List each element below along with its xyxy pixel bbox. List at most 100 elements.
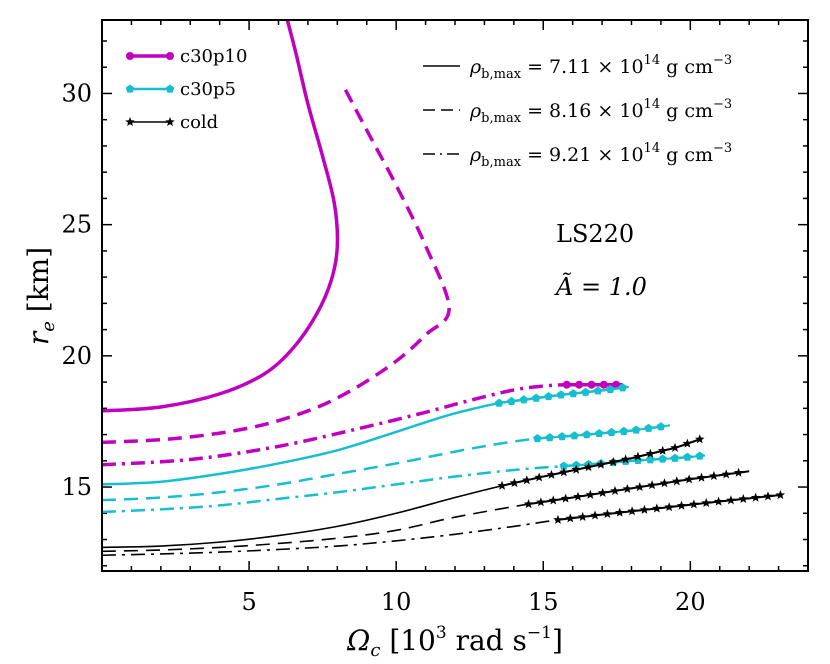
data-point <box>582 430 592 439</box>
series-c30p5-7-11 <box>102 383 629 486</box>
data-point <box>639 504 650 514</box>
y-tick-label: 20 <box>61 342 92 370</box>
data-point <box>593 386 603 395</box>
data-point <box>559 461 569 470</box>
data-point <box>546 469 557 479</box>
x-axis-label: Ωc [103 rad s−1] <box>346 623 563 661</box>
data-point <box>590 510 600 520</box>
legend-marker <box>126 52 134 60</box>
data-point <box>694 434 705 444</box>
data-point <box>597 487 608 497</box>
data-point <box>670 453 680 462</box>
legend-models: c30p10 c30p5 cold <box>125 46 247 133</box>
series-cold-9-21 <box>102 490 786 557</box>
data-point <box>581 387 590 396</box>
data-point <box>536 497 546 507</box>
data-point <box>631 425 641 434</box>
data-point <box>497 480 507 490</box>
data-point <box>672 476 682 486</box>
x-tick-label: 20 <box>675 588 706 616</box>
x-tick-label: 15 <box>528 588 559 616</box>
data-point <box>645 448 656 458</box>
annotation-eos: LS220 <box>556 220 634 248</box>
legend-density-dashdot: ρb,max = 9.21 × 1014 g cm−3 <box>423 141 732 170</box>
series-c30p10-9-21 <box>102 380 623 467</box>
tick-labels: 5 10 15 20 15 20 25 30 <box>61 79 705 616</box>
data-point <box>575 380 584 389</box>
data-point <box>644 423 653 432</box>
legend-density-text: ρb,max = 7.11 × 1014 g cm−3 <box>469 53 732 82</box>
data-point <box>533 434 542 443</box>
data-point <box>559 467 569 477</box>
data-point <box>619 426 629 435</box>
x-tick-label: 10 <box>381 588 412 616</box>
data-point <box>713 496 724 506</box>
legend-label: cold <box>180 112 218 133</box>
data-point <box>656 422 666 431</box>
plot-frame <box>101 19 809 572</box>
data-point <box>519 395 529 404</box>
data-point <box>556 390 566 399</box>
series-c30p5-8-16 <box>102 422 670 502</box>
legend-marker <box>166 52 174 60</box>
series-c30p10-8-16 <box>102 84 451 445</box>
y-tick-label: 30 <box>61 79 92 107</box>
legend-marker <box>125 117 135 127</box>
data-point <box>560 493 571 503</box>
series-cold-7-11 <box>102 434 705 549</box>
data-point <box>633 451 643 461</box>
data-point <box>599 380 608 389</box>
data-point <box>618 383 627 392</box>
data-point <box>701 497 711 508</box>
data-point <box>689 499 699 509</box>
legend-label: c30p10 <box>180 46 247 67</box>
annotation-a-tilde: Ã = 1.0 <box>554 272 647 301</box>
data-point <box>620 454 631 464</box>
data-point <box>622 483 633 494</box>
data-point <box>676 500 687 510</box>
data-point <box>647 480 657 490</box>
y-axis-label: re [km] <box>22 247 59 345</box>
data-point <box>509 477 520 488</box>
legend-marker <box>165 84 175 93</box>
data-point <box>545 433 554 442</box>
data-point <box>568 389 578 398</box>
data-point <box>670 442 680 452</box>
data-point <box>683 452 692 461</box>
y-tick-label: 25 <box>61 211 92 239</box>
data-point <box>709 471 719 481</box>
series-layer <box>102 20 786 557</box>
data-point <box>571 464 581 474</box>
data-point <box>721 469 731 479</box>
data-point <box>602 509 613 519</box>
legend-densities: ρb,max = 7.11 × 1014 g cm−3 ρb,max = 8.16… <box>423 53 732 170</box>
data-point <box>646 455 655 464</box>
data-point <box>557 432 567 441</box>
x-tick-label: 5 <box>241 588 256 616</box>
data-point <box>596 459 606 469</box>
legend-entry-c30p5: c30p5 <box>125 79 236 100</box>
legend-density-text: ρb,max = 9.21 × 1014 g cm−3 <box>469 141 732 170</box>
data-point <box>562 380 571 389</box>
data-point <box>664 502 674 512</box>
data-point <box>534 472 544 482</box>
data-point <box>608 456 619 467</box>
data-point <box>634 482 645 492</box>
series-cold-8-16 <box>102 467 750 553</box>
legend-entry-cold: cold <box>125 112 218 133</box>
data-point <box>775 490 786 500</box>
legend-marker <box>125 84 135 93</box>
data-point <box>733 467 744 477</box>
data-point <box>627 506 637 516</box>
data-point <box>612 380 621 389</box>
data-point <box>696 472 707 482</box>
legend-density-text: ρb,max = 8.16 × 1014 g cm−3 <box>469 97 732 126</box>
data-point <box>565 513 576 523</box>
data-point <box>614 507 625 517</box>
data-point <box>583 462 594 472</box>
legend-marker <box>165 117 175 127</box>
data-point <box>494 398 504 407</box>
series-line <box>102 84 451 445</box>
data-point <box>570 431 579 440</box>
